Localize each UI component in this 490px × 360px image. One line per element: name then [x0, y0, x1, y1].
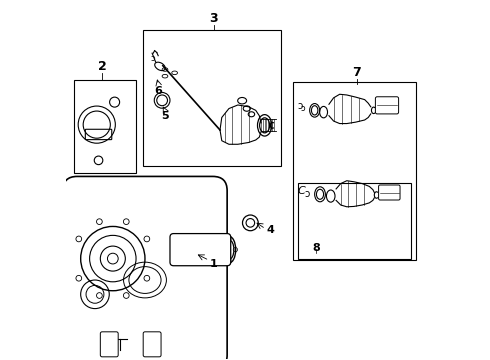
Text: 2: 2 — [98, 60, 106, 73]
Bar — [293, 82, 416, 260]
Bar — [74, 80, 136, 173]
Text: 3: 3 — [210, 12, 218, 24]
Text: C: C — [297, 186, 305, 196]
FancyBboxPatch shape — [63, 176, 227, 360]
FancyBboxPatch shape — [170, 234, 231, 266]
Text: ↄ: ↄ — [304, 189, 310, 199]
Text: ↄ: ↄ — [297, 101, 303, 111]
Bar — [143, 30, 281, 166]
Text: 7: 7 — [352, 66, 361, 79]
Bar — [298, 183, 412, 259]
Text: ↄ: ↄ — [301, 104, 306, 113]
Text: 4: 4 — [267, 225, 274, 235]
Text: ↄ: ↄ — [151, 54, 155, 63]
Ellipse shape — [155, 62, 165, 71]
Text: 8: 8 — [313, 243, 320, 253]
Text: 5: 5 — [161, 111, 169, 121]
FancyBboxPatch shape — [143, 332, 161, 357]
Text: 6: 6 — [155, 86, 163, 96]
FancyBboxPatch shape — [100, 332, 118, 357]
Text: 1: 1 — [209, 259, 217, 269]
